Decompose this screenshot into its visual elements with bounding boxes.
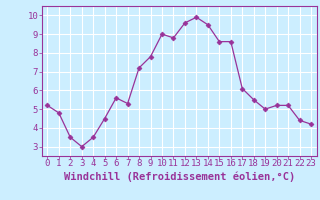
X-axis label: Windchill (Refroidissement éolien,°C): Windchill (Refroidissement éolien,°C) — [64, 171, 295, 182]
